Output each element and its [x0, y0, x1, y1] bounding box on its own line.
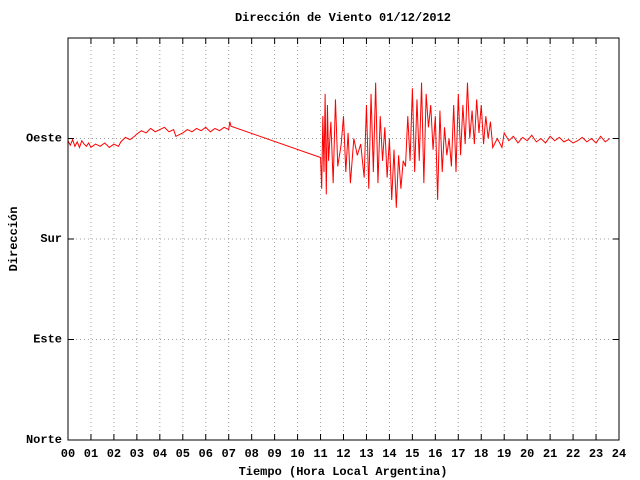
x-tick-label: 12 — [336, 447, 350, 461]
x-tick-label: 14 — [382, 447, 396, 461]
x-tick-label: 08 — [244, 447, 258, 461]
x-tick-label: 19 — [497, 447, 511, 461]
y-axis-label: Dirección — [7, 207, 21, 272]
x-tick-label: 10 — [290, 447, 304, 461]
x-tick-label: 16 — [428, 447, 442, 461]
x-tick-label: 15 — [405, 447, 419, 461]
x-tick-label: 17 — [451, 447, 465, 461]
x-tick-label: 24 — [612, 447, 626, 461]
x-tick-label: 22 — [566, 447, 580, 461]
x-tick-label: 13 — [359, 447, 373, 461]
x-tick-label: 18 — [474, 447, 488, 461]
plot-border — [67, 37, 620, 441]
x-tick-label: 05 — [176, 447, 190, 461]
y-tick-label: Norte — [26, 433, 62, 447]
chart-title: Dirección de Viento 01/12/2012 — [235, 11, 451, 25]
x-tick-label: 20 — [520, 447, 534, 461]
y-tick-label: Este — [33, 333, 62, 347]
x-tick-label: 01 — [84, 447, 98, 461]
x-tick-label: 00 — [61, 447, 75, 461]
data-line — [67, 82, 611, 208]
x-tick-label: 03 — [130, 447, 144, 461]
y-tick-label: Oeste — [26, 132, 62, 146]
x-axis-label: Tiempo (Hora Local Argentina) — [239, 465, 448, 479]
x-tick-label: 04 — [153, 447, 167, 461]
x-tick-label: 11 — [313, 447, 327, 461]
x-tick-label: 06 — [199, 447, 213, 461]
y-tick-label: Sur — [40, 232, 62, 246]
x-tick-label: 23 — [589, 447, 603, 461]
x-tick-label: 21 — [543, 447, 557, 461]
x-tick-label: 07 — [222, 447, 236, 461]
x-tick-label: 09 — [267, 447, 281, 461]
x-tick-label: 02 — [107, 447, 121, 461]
